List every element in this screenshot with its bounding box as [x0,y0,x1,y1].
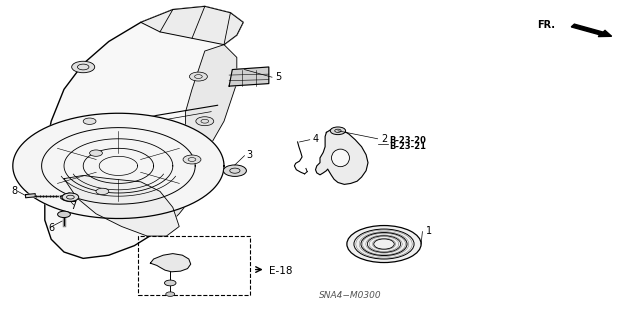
Polygon shape [61,193,78,202]
Polygon shape [316,128,368,184]
Circle shape [330,127,346,135]
Circle shape [72,61,95,73]
Text: FR.: FR. [538,19,556,30]
Circle shape [62,193,79,201]
Circle shape [189,72,207,81]
Circle shape [90,150,102,156]
Text: 3: 3 [246,150,253,160]
Text: 2: 2 [381,134,387,144]
Polygon shape [141,6,243,45]
Bar [138,236,250,295]
Text: 4: 4 [312,134,319,144]
FancyArrow shape [572,24,612,37]
Text: E-18: E-18 [269,265,292,276]
Polygon shape [26,194,35,198]
Circle shape [13,113,224,219]
Circle shape [223,165,246,176]
Text: 5: 5 [275,72,282,82]
Circle shape [83,118,96,124]
Text: SNA4−M0300: SNA4−M0300 [319,291,382,300]
Circle shape [166,292,175,296]
Text: 8: 8 [12,186,18,197]
Polygon shape [229,67,269,86]
Polygon shape [64,175,179,236]
Ellipse shape [332,149,349,167]
Circle shape [347,226,421,263]
Circle shape [96,188,109,195]
Text: 6: 6 [48,223,54,233]
Text: B-23-21: B-23-21 [389,142,426,151]
Circle shape [196,117,214,126]
Polygon shape [45,6,243,258]
Circle shape [58,211,70,218]
Text: 1: 1 [426,226,432,236]
Text: B-23-20: B-23-20 [389,137,426,145]
Polygon shape [150,254,191,272]
Circle shape [164,280,176,286]
Text: 7: 7 [70,201,77,211]
Circle shape [183,155,201,164]
Polygon shape [160,45,237,230]
